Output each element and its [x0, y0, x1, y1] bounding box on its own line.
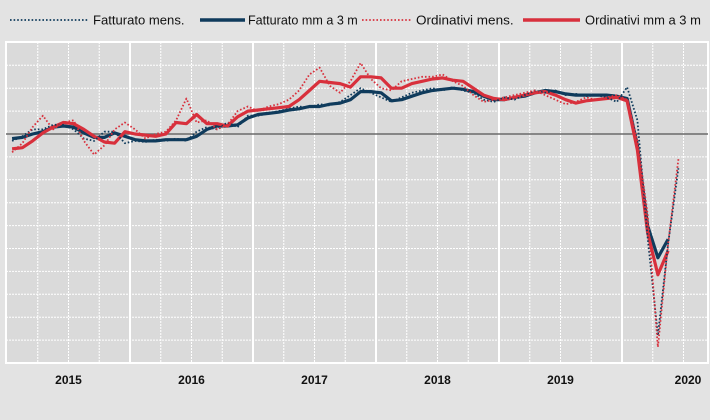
legend-label: Ordinativi mm a 3 m [585, 14, 701, 28]
series-lines [11, 62, 680, 348]
series-ordinativi-mm-a-3-m [11, 75, 670, 277]
legend-label: Fatturato mens. [93, 14, 185, 28]
x-tick-label: 2019 [547, 373, 574, 387]
x-tick-label: 2018 [424, 373, 451, 387]
x-tick-label: 2017 [301, 373, 328, 387]
x-tick-label: 2016 [178, 373, 205, 387]
legend-label: Fatturato mm a 3 m [248, 14, 358, 28]
legend-label: Ordinativi mens. [416, 14, 514, 28]
x-tick-label: 2020 [675, 373, 702, 387]
series-ordinativi-mens- [11, 62, 680, 348]
x-tick-label: 2015 [55, 373, 82, 387]
legend: Fatturato mens. Fatturato mm a 3 m Ordinat… [10, 14, 701, 28]
x-axis-tick-labels: 2015 2016 2017 2018 2019 2020 [55, 373, 702, 387]
series-fatturato-mens- [11, 86, 680, 337]
